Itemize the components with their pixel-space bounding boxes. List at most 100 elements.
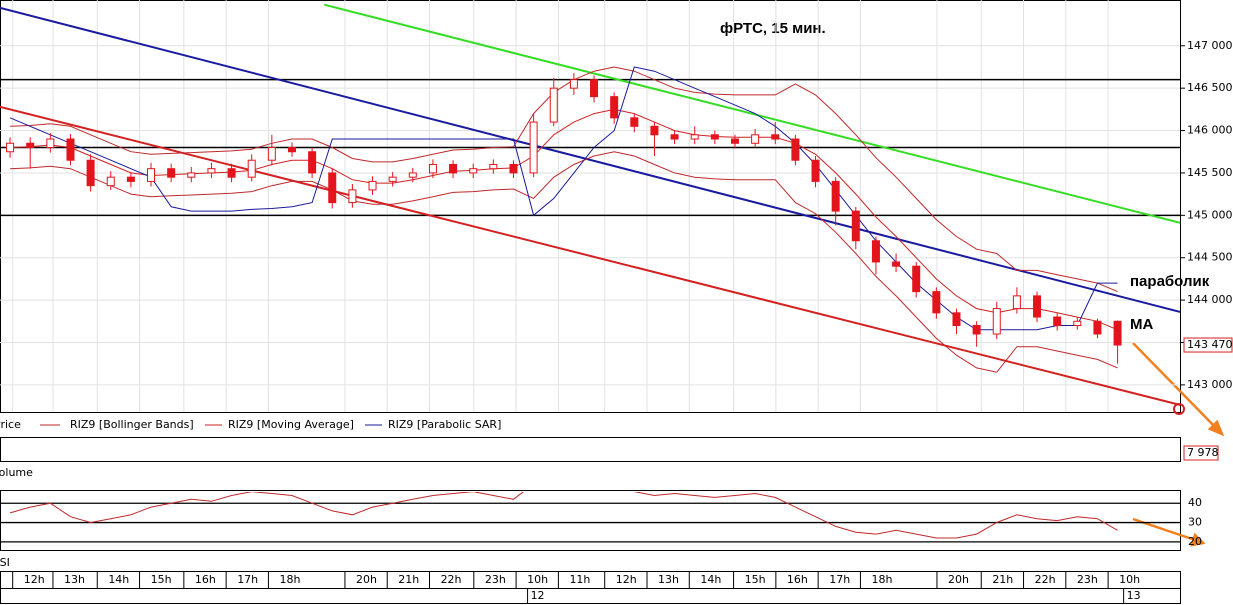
x-tick-label: 14h: [700, 573, 721, 586]
candle-body: [167, 168, 176, 178]
candle-body: [690, 134, 699, 140]
line-series: [0, 6, 1180, 313]
rsi-frame: [0, 490, 1181, 551]
candle-body: [106, 176, 115, 187]
x-tick-label: 21h: [992, 573, 1013, 586]
x-tick-label: 22h: [441, 573, 462, 586]
annotation: МА: [1130, 316, 1153, 333]
line-series: [0, 105, 1180, 406]
x-tick-label: 20h: [356, 573, 377, 586]
price-tag-label: 143 470: [1187, 338, 1233, 351]
candle-body: [126, 176, 135, 182]
candle-body: [650, 125, 659, 136]
candle-body: [227, 168, 236, 178]
candle-body: [247, 159, 256, 178]
candle-body: [932, 291, 941, 314]
x-tick-label: 21h: [398, 573, 419, 586]
rsi-tick-label: 40: [1188, 496, 1202, 509]
candle-body: [590, 79, 599, 98]
date-label: 12: [531, 589, 545, 602]
arrowhead: [1190, 532, 1206, 547]
candle-body: [1012, 295, 1021, 310]
y-tick-label: 143 000: [1187, 378, 1233, 391]
candle-body: [6, 142, 15, 153]
candle-body: [730, 138, 739, 144]
candle-body: [710, 134, 719, 140]
volume-tag-label: 7 978: [1187, 446, 1219, 459]
candle-body: [207, 168, 216, 174]
y-tick-label: 146 000: [1187, 124, 1233, 137]
x-tick-label: 10h: [1119, 573, 1140, 586]
x-tick-label: 12h: [24, 573, 45, 586]
candle-body: [529, 121, 538, 174]
y-tick-label: 146 500: [1187, 81, 1233, 94]
candle-body: [308, 151, 317, 174]
date-label: 13: [1127, 589, 1141, 602]
candle-body: [851, 210, 860, 242]
candle-body: [791, 138, 800, 161]
candle-body: [569, 79, 578, 89]
candle-body: [771, 134, 780, 140]
x-tick-label: 16h: [195, 573, 216, 586]
candle-body: [972, 325, 981, 335]
candle-body: [892, 261, 901, 267]
line-series: [10, 66, 1118, 293]
time-axis-frame: [0, 571, 1181, 604]
candle-body: [630, 117, 639, 127]
main-frame: [0, 0, 1181, 413]
candle-body: [46, 138, 55, 149]
chart-title: фРТС, 15 мин.: [720, 20, 826, 37]
panel-label: RSI: [0, 556, 10, 569]
x-tick-label: 15h: [745, 573, 766, 586]
candle-body: [670, 134, 679, 140]
candle-body: [1053, 316, 1062, 327]
candle-body: [610, 96, 619, 119]
arrow: [1132, 342, 1219, 431]
rsi-tick-label: 30: [1188, 516, 1202, 529]
candle-body: [408, 172, 417, 178]
candle-body: [751, 134, 760, 144]
candle-body: [26, 142, 35, 149]
candle-body: [831, 180, 840, 212]
candle-body: [66, 138, 75, 161]
candle-body: [328, 172, 337, 204]
line-series: [323, 3, 1180, 224]
x-tick-label: 13h: [64, 573, 85, 586]
x-tick-label: 10h: [527, 573, 548, 586]
candle-body: [267, 147, 276, 161]
legend: Price RIZ9 [Bollinger Bands] RIZ9 [Movin…: [0, 418, 501, 431]
candle-body: [1093, 320, 1102, 335]
candle-body: [871, 240, 880, 263]
y-tick-label: 145 000: [1187, 208, 1233, 221]
candle-body: [187, 172, 196, 178]
x-tick-label: 22h: [1035, 573, 1056, 586]
candle-body: [912, 265, 921, 293]
line-series: [9, 492, 1118, 539]
legend-label: RIZ9 [Bollinger Bands]: [70, 418, 194, 431]
candle-body: [428, 163, 437, 174]
x-tick-label: 12h: [616, 573, 637, 586]
candle-body: [86, 159, 95, 187]
price-tag: [1183, 337, 1233, 353]
x-tick-label: 20h: [948, 573, 969, 586]
volume-tag: [1183, 445, 1219, 461]
candle-body: [1113, 320, 1122, 346]
candle-body: [992, 308, 1001, 335]
y-tick-label: 147 000: [1187, 39, 1233, 52]
candle-body: [1033, 295, 1042, 318]
candle-body: [1073, 320, 1082, 327]
volume-frame: [0, 437, 1181, 462]
y-tick-label: 144 500: [1187, 251, 1233, 264]
candle-body: [449, 163, 458, 174]
y-tick-label: 145 500: [1187, 166, 1233, 179]
x-tick-label: 17h: [829, 573, 850, 586]
candle-body: [287, 147, 296, 153]
candle-body: [811, 159, 820, 182]
legend-label: Price: [0, 418, 21, 431]
candle-body: [348, 189, 357, 204]
legend-label: RIZ9 [Moving Average]: [228, 418, 354, 431]
annotation: параболик: [1130, 273, 1210, 290]
x-tick-label: 23h: [1077, 573, 1098, 586]
